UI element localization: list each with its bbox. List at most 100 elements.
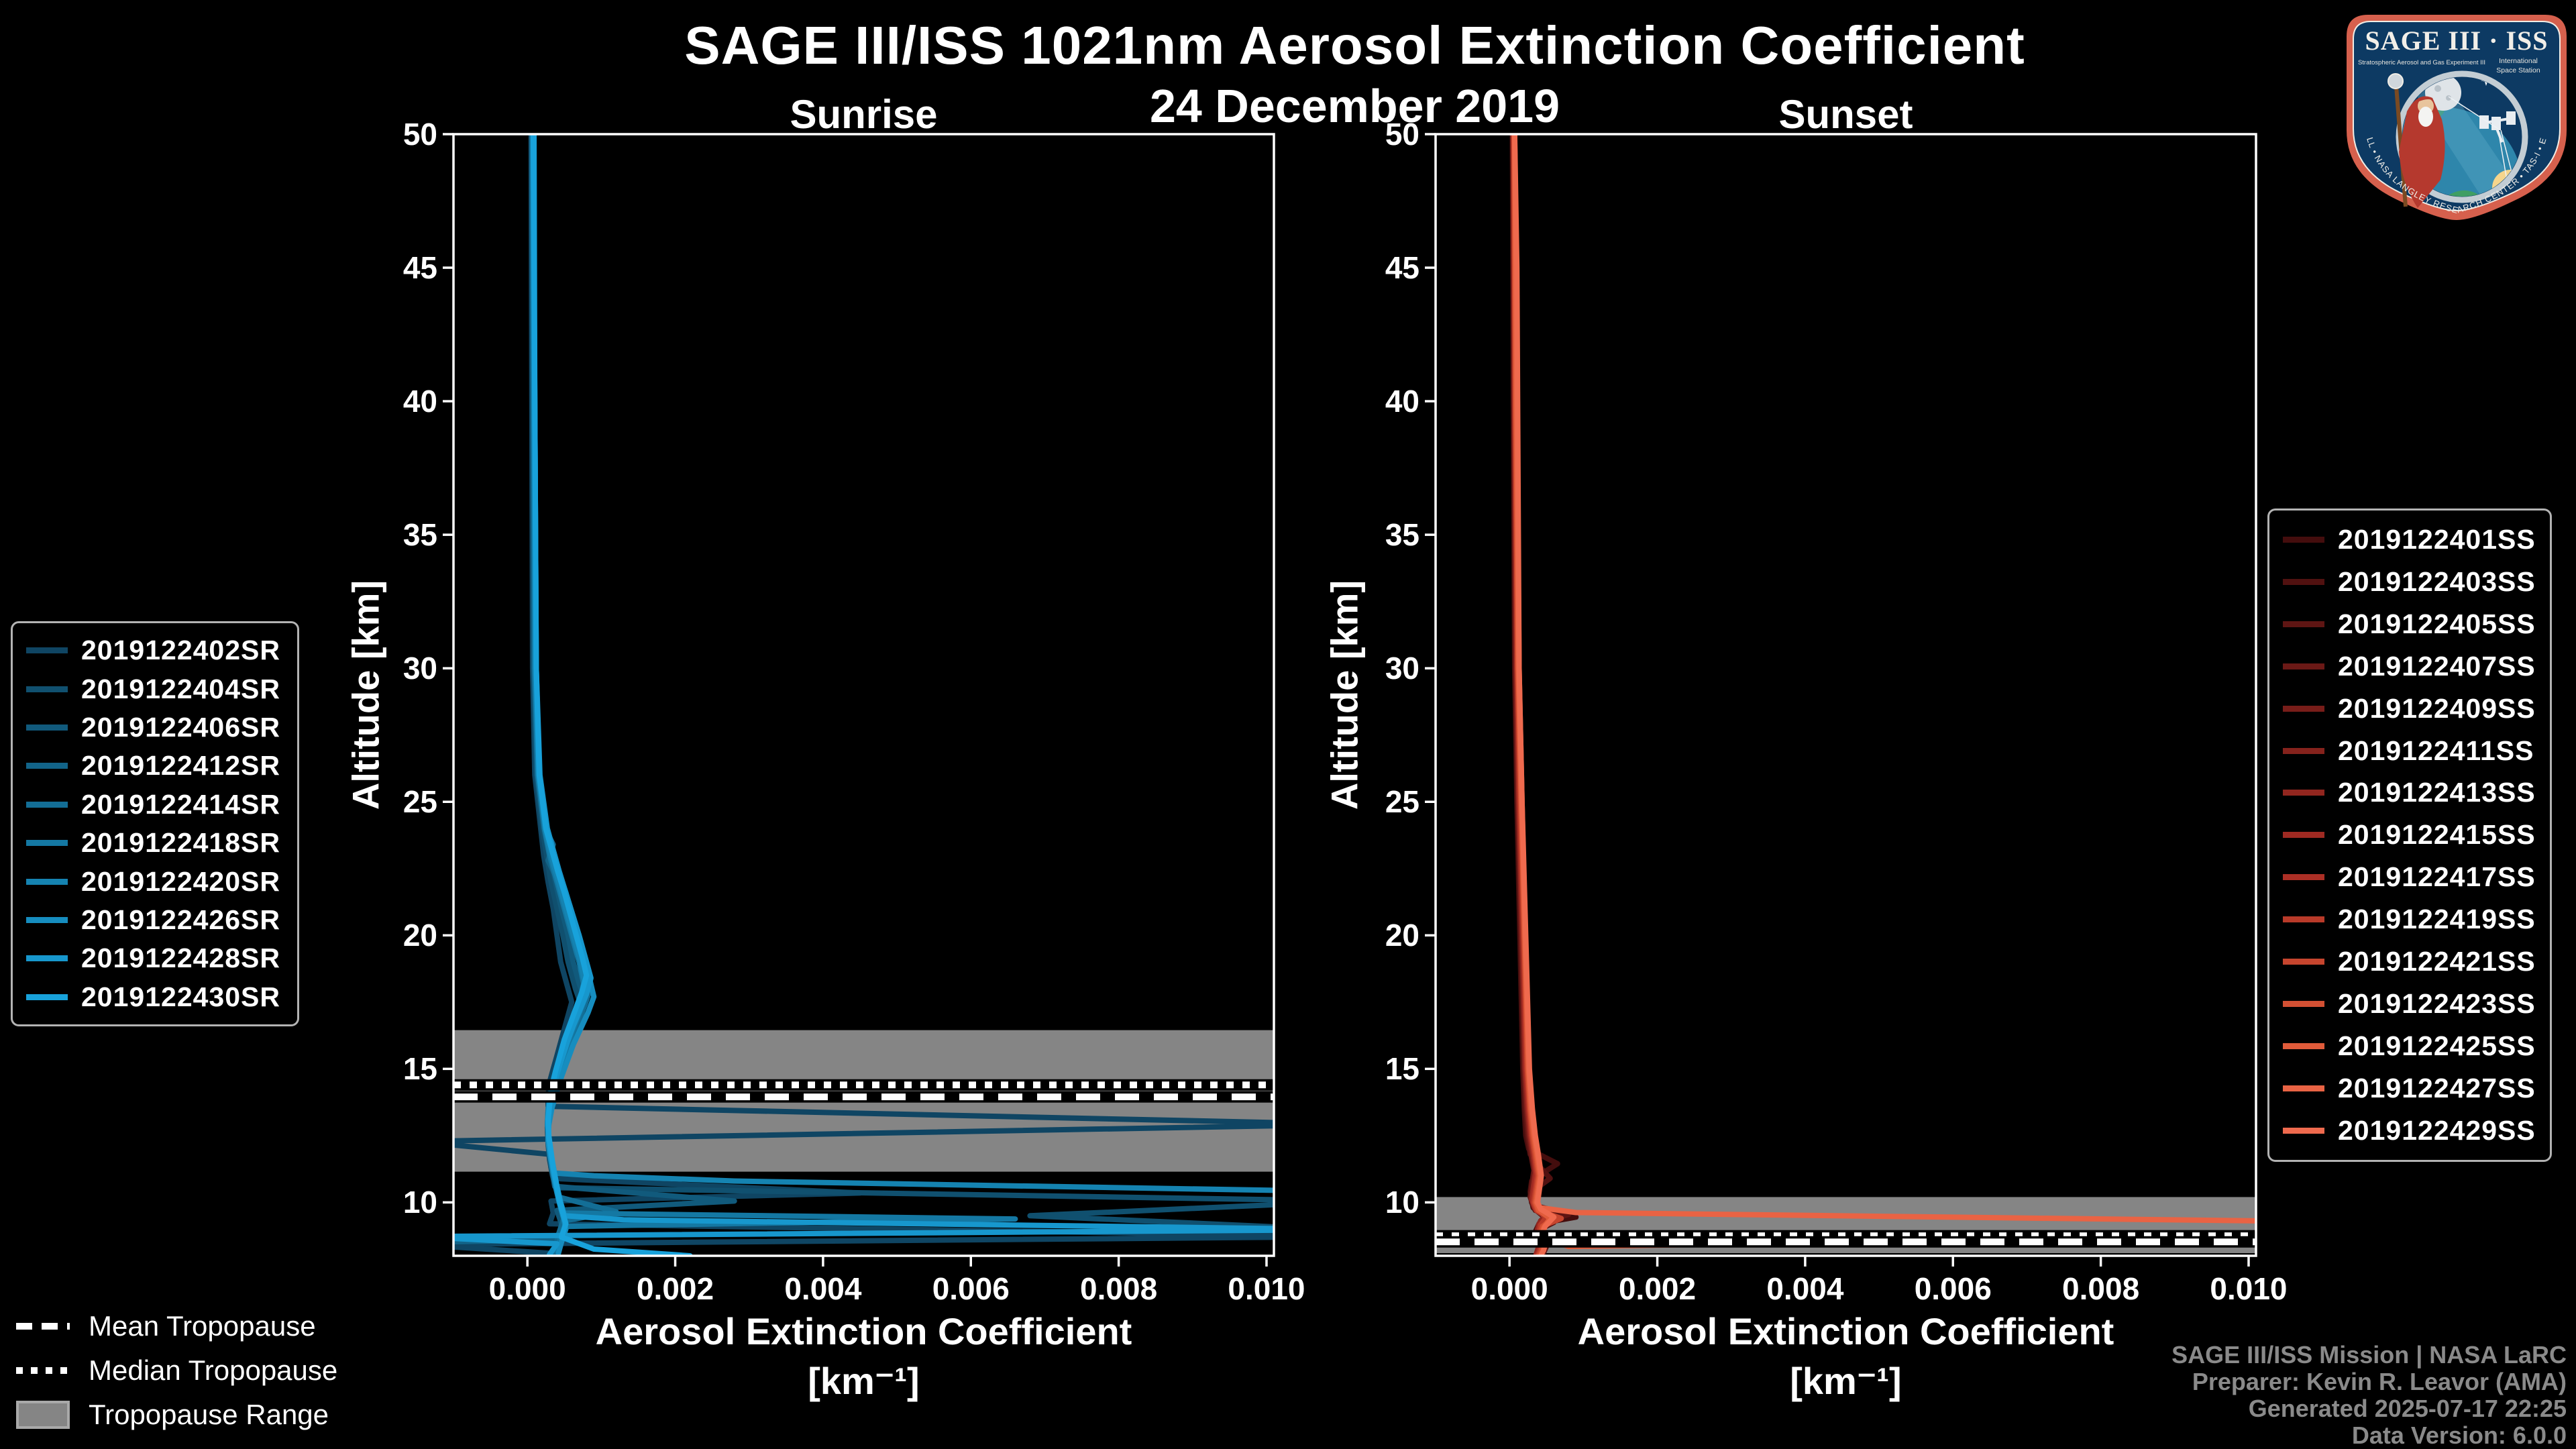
- tropopause-range-legend-item: Tropopause Range: [16, 1393, 392, 1437]
- line-color-swatch-icon: [26, 724, 68, 731]
- legend-item-2019122420SR: 2019122420SR: [26, 866, 284, 898]
- legend-item-2019122404SR: 2019122404SR: [26, 674, 284, 705]
- legend-item-label: 2019122406SR: [81, 711, 280, 743]
- sunrise-ytick-20: 20: [402, 918, 437, 953]
- line-color-swatch-icon: [26, 686, 68, 692]
- line-color-swatch-icon: [2283, 916, 2324, 923]
- legend-item-label: 2019122415SS: [2338, 819, 2536, 851]
- attribution-line-mission: SAGE III/ISS Mission | NASA LaRC: [2171, 1341, 2567, 1368]
- line-color-swatch-icon: [2283, 663, 2324, 669]
- sunset-ytick-25: 25: [1385, 784, 1419, 820]
- legend-item-label: 2019122414SR: [81, 788, 280, 820]
- logo-subtitle-right-1: International: [2499, 57, 2538, 65]
- sunrise-xtick-0.008: 0.008: [1080, 1271, 1158, 1306]
- legend-item-label: 2019122407SS: [2338, 650, 2536, 682]
- legend-item-2019122423SS: 2019122423SS: [2283, 988, 2536, 1020]
- legend-item-2019122429SS: 2019122429SS: [2283, 1115, 2536, 1146]
- legend-item-2019122405SS: 2019122405SS: [2283, 608, 2536, 640]
- sunrise-xtick-0.000: 0.000: [488, 1271, 566, 1306]
- legend-item-label: 2019122421SS: [2338, 946, 2536, 977]
- sunset-ytick-20: 20: [1385, 918, 1419, 953]
- line-color-swatch-icon: [2283, 747, 2324, 754]
- sunset-xtick-0.008: 0.008: [2062, 1271, 2140, 1306]
- line-color-swatch-icon: [26, 955, 68, 962]
- attribution-line-generated: Generated 2025-07-17 22:25: [2248, 1395, 2567, 1422]
- line-color-swatch-icon: [2283, 705, 2324, 712]
- legend-item-label: 2019122430SR: [81, 981, 280, 1012]
- legend-item-label: 2019122417SS: [2338, 861, 2536, 893]
- legend-item-2019122428SR: 2019122428SR: [26, 943, 284, 974]
- line-color-swatch-icon: [26, 994, 68, 1000]
- legend-item-2019122415SS: 2019122415SS: [2283, 819, 2536, 851]
- sunset-plot: [1425, 133, 2257, 1267]
- dotted-line-swatch-icon: [16, 1367, 70, 1374]
- dashed-line-swatch-icon: [16, 1323, 70, 1330]
- attribution-line-version: Data Version: 6.0.0: [2351, 1421, 2567, 1449]
- line-color-swatch-icon: [2283, 959, 2324, 965]
- line-color-swatch-icon: [2283, 1127, 2324, 1134]
- line-color-swatch-icon: [26, 801, 68, 808]
- figure-title: SAGE III/ISS 1021nm Aerosol Extinction C…: [684, 15, 2025, 75]
- line-color-swatch-icon: [2283, 832, 2324, 839]
- legend-item-2019122430SR: 2019122430SR: [26, 981, 284, 1013]
- legend-item-label: 2019122401SS: [2338, 523, 2536, 555]
- sage-iii-iss-mission-patch-logo: SAGE III · ISS Stratospheric Aerosol and…: [2343, 11, 2567, 220]
- legend-item-2019122414SR: 2019122414SR: [26, 789, 284, 820]
- sunrise-xtick-0.002: 0.002: [636, 1271, 714, 1306]
- line-color-swatch-icon: [26, 916, 68, 923]
- legend-item-label: 2019122402SR: [81, 635, 280, 666]
- legend-item-label: 2019122409SS: [2338, 692, 2536, 724]
- sunrise-ytick-30: 30: [402, 651, 437, 686]
- legend-item-2019122427SS: 2019122427SS: [2283, 1073, 2536, 1104]
- profile-line-2019122430SR: [531, 134, 693, 1256]
- legend-item-2019122418SR: 2019122418SR: [26, 827, 284, 859]
- sunset-ytick-40: 40: [1385, 384, 1419, 419]
- sunset-xtick-0.000: 0.000: [1470, 1271, 1548, 1306]
- sunset-ytick-10: 10: [1385, 1185, 1419, 1220]
- sunrise-ytick-35: 35: [402, 517, 437, 553]
- legend-item-label: 2019122428SR: [81, 943, 280, 974]
- legend-item-label: 2019122426SR: [81, 904, 280, 935]
- line-color-swatch-icon: [2283, 578, 2324, 585]
- line-color-swatch-icon: [2283, 1001, 2324, 1008]
- sunset-x-axis-label: Aerosol Extinction Coefficient: [1577, 1310, 2114, 1352]
- tropopause-legend: Mean Tropopause Median Tropopause Tropop…: [16, 1304, 392, 1437]
- sunrise-xtick-0.006: 0.006: [932, 1271, 1010, 1306]
- figure-date-subtitle: 24 December 2019: [1150, 80, 1560, 132]
- sunset-panel-title: Sunset: [1778, 92, 1913, 137]
- median-tropopause-label: Median Tropopause: [89, 1354, 338, 1386]
- sunset-ytick-45: 45: [1385, 250, 1419, 286]
- sunset-x-axis-units: [km⁻¹]: [1790, 1360, 1902, 1402]
- legend-item-label: 2019122412SR: [81, 750, 280, 782]
- logo-subtitle-right-2: Space Station: [2496, 66, 2540, 74]
- legend-item-2019122403SS: 2019122403SS: [2283, 566, 2536, 598]
- legend-item-label: 2019122418SR: [81, 827, 280, 859]
- legend-item-2019122426SR: 2019122426SR: [26, 904, 284, 936]
- line-color-swatch-icon: [2283, 536, 2324, 543]
- legend-item-label: 2019122405SS: [2338, 608, 2536, 639]
- sunrise-ytick-40: 40: [402, 384, 437, 419]
- line-color-swatch-icon: [2283, 874, 2324, 881]
- sunrise-ytick-50: 50: [402, 117, 437, 152]
- legend-item-2019122402SR: 2019122402SR: [26, 635, 284, 666]
- sunset-xtick-0.004: 0.004: [1766, 1271, 1844, 1306]
- sunrise-y-axis-label: Altitude [km]: [344, 580, 387, 810]
- legend-item-2019122406SR: 2019122406SR: [26, 712, 284, 743]
- legend-item-label: 2019122420SR: [81, 865, 280, 897]
- legend-item-label: 2019122404SR: [81, 673, 280, 704]
- legend-item-2019122409SS: 2019122409SS: [2283, 693, 2536, 724]
- sunrise-x-axis-units: [km⁻¹]: [808, 1360, 920, 1402]
- sunset-xtick-0.002: 0.002: [1618, 1271, 1697, 1306]
- tropopause-range-label: Tropopause Range: [89, 1399, 329, 1430]
- sunrise-x-axis-label: Aerosol Extinction Coefficient: [595, 1310, 1132, 1352]
- iss-icon: [2479, 111, 2516, 143]
- line-color-swatch-icon: [2283, 1043, 2324, 1050]
- legend-item-2019122411SS: 2019122411SS: [2283, 735, 2536, 767]
- line-color-swatch-icon: [2283, 790, 2324, 796]
- legend-item-2019122413SS: 2019122413SS: [2283, 777, 2536, 808]
- mean-tropopause-label: Mean Tropopause: [89, 1310, 316, 1342]
- sunset-xtick-0.006: 0.006: [1914, 1271, 1992, 1306]
- legend-item-label: 2019122411SS: [2338, 735, 2534, 766]
- line-color-swatch-icon: [26, 647, 68, 654]
